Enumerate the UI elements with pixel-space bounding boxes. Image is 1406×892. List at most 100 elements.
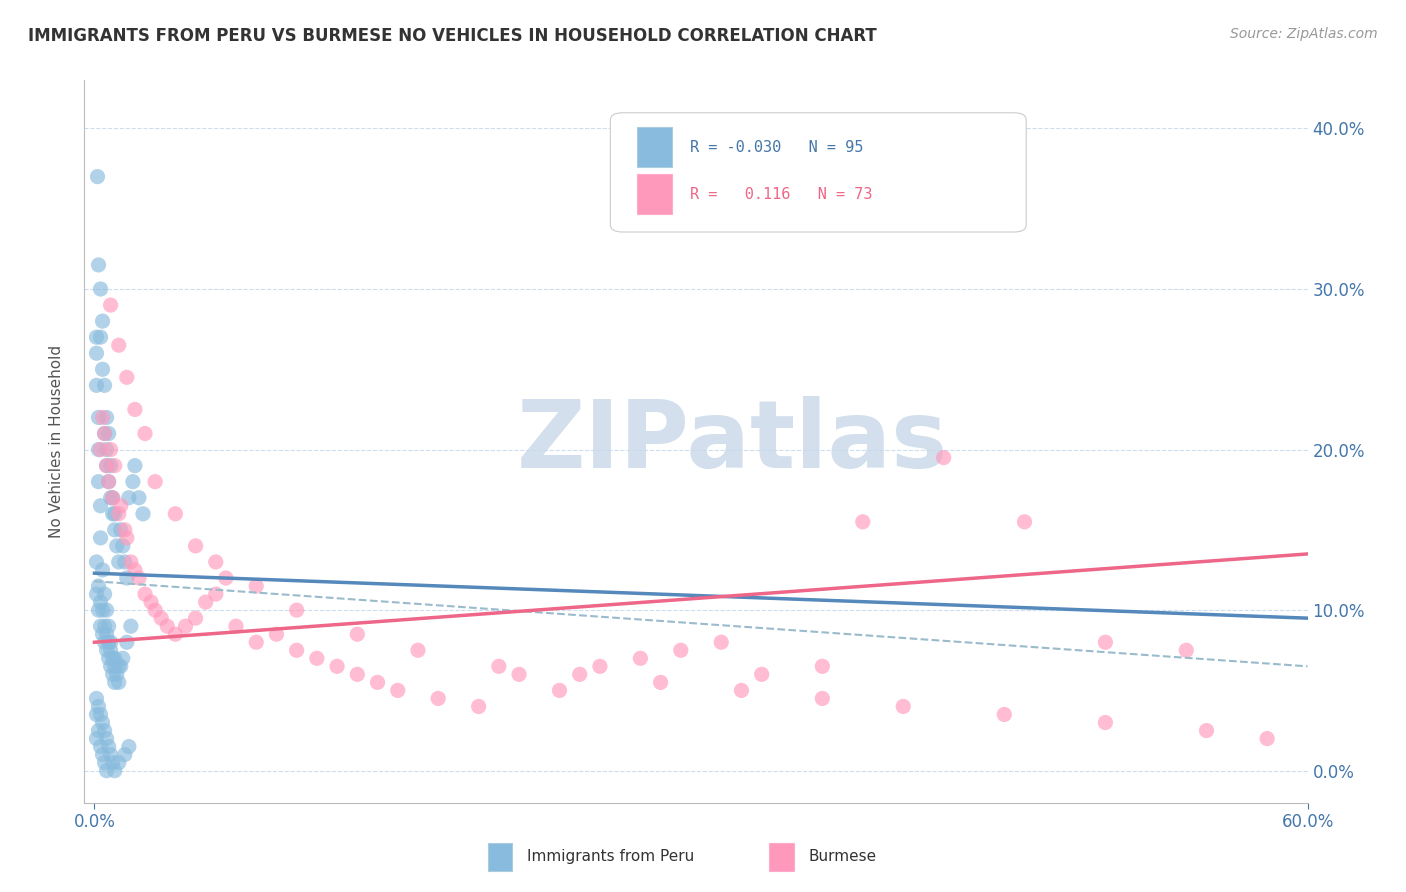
Point bbox=[1195, 723, 1218, 738]
Point bbox=[508, 667, 530, 681]
Point bbox=[107, 338, 129, 352]
Point bbox=[245, 635, 267, 649]
Bar bbox=[769, 843, 794, 871]
Point bbox=[87, 699, 110, 714]
Point bbox=[305, 651, 328, 665]
Point bbox=[110, 659, 132, 673]
Point bbox=[104, 507, 127, 521]
Point bbox=[215, 571, 238, 585]
Point bbox=[225, 619, 247, 633]
Point bbox=[1094, 635, 1116, 649]
Point bbox=[107, 756, 129, 770]
Point bbox=[101, 507, 124, 521]
Point bbox=[1175, 643, 1198, 657]
Point bbox=[128, 491, 150, 505]
Point bbox=[100, 659, 122, 673]
Point bbox=[90, 442, 112, 457]
Point bbox=[114, 555, 136, 569]
Point bbox=[97, 635, 120, 649]
Point bbox=[143, 475, 166, 489]
Point bbox=[628, 651, 651, 665]
Point bbox=[93, 426, 115, 441]
FancyBboxPatch shape bbox=[610, 112, 1026, 232]
Point bbox=[107, 507, 129, 521]
Point bbox=[86, 169, 108, 184]
Point bbox=[87, 603, 110, 617]
Point bbox=[86, 330, 108, 344]
Point bbox=[124, 458, 146, 473]
Text: Immigrants from Peru: Immigrants from Peru bbox=[527, 849, 695, 864]
Point bbox=[96, 442, 118, 457]
Point bbox=[100, 458, 122, 473]
Point bbox=[93, 619, 115, 633]
Point bbox=[104, 675, 127, 690]
Point bbox=[90, 499, 112, 513]
Point bbox=[100, 298, 122, 312]
Text: R =   0.116   N = 73: R = 0.116 N = 73 bbox=[690, 186, 872, 202]
Point bbox=[852, 515, 875, 529]
Point bbox=[346, 627, 368, 641]
Point bbox=[285, 643, 308, 657]
Point bbox=[86, 691, 108, 706]
Point bbox=[90, 282, 112, 296]
Point bbox=[114, 747, 136, 762]
Point bbox=[91, 314, 114, 328]
Point bbox=[107, 659, 129, 673]
Point bbox=[118, 491, 141, 505]
Point bbox=[467, 699, 489, 714]
Point bbox=[811, 691, 834, 706]
Text: R = -0.030   N = 95: R = -0.030 N = 95 bbox=[690, 140, 863, 154]
Point bbox=[87, 579, 110, 593]
Point bbox=[165, 627, 187, 641]
Point bbox=[111, 651, 134, 665]
Point bbox=[90, 330, 112, 344]
Point bbox=[1014, 515, 1036, 529]
Point bbox=[165, 507, 187, 521]
Point bbox=[104, 651, 127, 665]
Point bbox=[100, 643, 122, 657]
Point bbox=[91, 627, 114, 641]
Point bbox=[932, 450, 955, 465]
Point bbox=[97, 619, 120, 633]
Point bbox=[184, 611, 207, 625]
Point bbox=[100, 635, 122, 649]
Point bbox=[87, 475, 110, 489]
Point bbox=[650, 675, 672, 690]
Point bbox=[91, 410, 114, 425]
Point bbox=[97, 475, 120, 489]
Point bbox=[91, 715, 114, 730]
Point bbox=[134, 426, 156, 441]
Point bbox=[132, 507, 155, 521]
Point bbox=[97, 651, 120, 665]
Point bbox=[156, 619, 179, 633]
Point bbox=[730, 683, 752, 698]
Point bbox=[93, 378, 115, 392]
Point bbox=[97, 475, 120, 489]
Point bbox=[120, 555, 142, 569]
Point bbox=[93, 635, 115, 649]
Point bbox=[891, 699, 914, 714]
Point bbox=[387, 683, 409, 698]
Point bbox=[115, 635, 138, 649]
Point bbox=[90, 707, 112, 722]
Point bbox=[97, 426, 120, 441]
Point bbox=[101, 651, 124, 665]
Point bbox=[139, 595, 162, 609]
Point bbox=[427, 691, 450, 706]
Point bbox=[110, 523, 132, 537]
Point bbox=[96, 731, 118, 746]
Point bbox=[86, 587, 108, 601]
Point bbox=[120, 619, 142, 633]
Point bbox=[115, 531, 138, 545]
Point bbox=[122, 475, 145, 489]
Point bbox=[90, 619, 112, 633]
Point bbox=[346, 667, 368, 681]
Bar bbox=[637, 174, 672, 214]
Bar bbox=[488, 843, 513, 871]
Point bbox=[101, 667, 124, 681]
Point bbox=[101, 491, 124, 505]
Point bbox=[285, 603, 308, 617]
Point bbox=[104, 659, 127, 673]
Point bbox=[87, 410, 110, 425]
Point bbox=[124, 402, 146, 417]
